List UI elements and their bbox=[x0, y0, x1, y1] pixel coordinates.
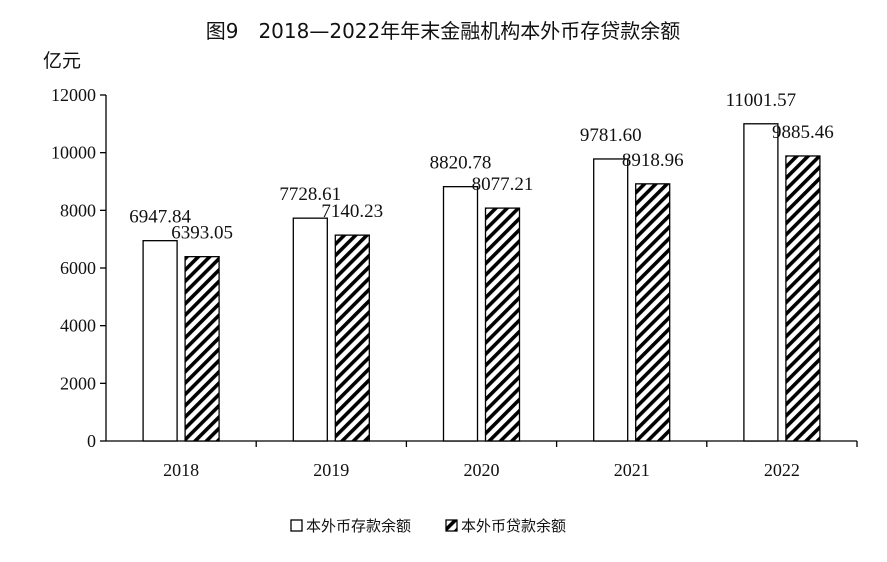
bar-loan-2020 bbox=[484, 207, 521, 442]
x-tick-label: 2021 bbox=[614, 460, 650, 480]
bar-deposit-2019 bbox=[292, 217, 328, 442]
chart-title: 图9 2018—2022年年末金融机构本外币存贷款余额 bbox=[206, 19, 681, 43]
bar-loan-2021 bbox=[635, 183, 671, 442]
x-tick-label: 2018 bbox=[163, 460, 199, 480]
y-tick-label: 0 bbox=[87, 431, 96, 451]
y-tick-label: 8000 bbox=[60, 200, 96, 220]
y-tick-label: 12000 bbox=[51, 85, 96, 105]
data-label: 9885.46 bbox=[772, 122, 834, 143]
y-tick-label: 6000 bbox=[60, 258, 96, 278]
data-label: 11001.57 bbox=[726, 90, 797, 111]
bars bbox=[142, 123, 821, 442]
legend-swatch-deposit bbox=[290, 519, 303, 532]
bar-loan-2019 bbox=[334, 234, 370, 442]
data-label: 8820.78 bbox=[430, 153, 492, 174]
y-tick-label: 4000 bbox=[60, 316, 96, 336]
data-label: 6393.05 bbox=[171, 223, 233, 244]
data-labels: 6947.84 7728.61 8820.78 9781.60 11001.57 6393… bbox=[129, 90, 834, 244]
data-label: 6947.84 bbox=[129, 207, 191, 228]
data-label: 7728.61 bbox=[279, 184, 341, 205]
x-tick-label: 2019 bbox=[313, 460, 349, 480]
legend-label-loan: 本外币贷款余额 bbox=[461, 517, 566, 535]
bar-deposit-2021 bbox=[593, 158, 629, 442]
bar-deposit-2022 bbox=[743, 123, 779, 442]
x-tick-label: 2022 bbox=[764, 460, 800, 480]
legend-swatch-loan bbox=[445, 519, 458, 532]
y-tick-label: 10000 bbox=[51, 143, 96, 163]
legend-label-deposit: 本外币存款余额 bbox=[306, 517, 411, 535]
bar-loan-2018 bbox=[184, 256, 220, 442]
x-tick-label: 2020 bbox=[464, 460, 500, 480]
bar-deposit-2020 bbox=[442, 186, 479, 442]
data-label: 8077.21 bbox=[472, 174, 534, 195]
bar-deposit-2018 bbox=[142, 240, 178, 442]
data-label: 7140.23 bbox=[321, 201, 383, 222]
data-label: 8918.96 bbox=[622, 150, 684, 171]
legend: 本外币存款余额 本外币贷款余额 bbox=[290, 517, 566, 535]
y-axis-unit-label: 亿元 bbox=[43, 50, 81, 72]
data-label: 9781.60 bbox=[580, 125, 642, 146]
bar-loan-2022 bbox=[785, 155, 821, 442]
x-axis: 2018 2019 2020 2021 2022 bbox=[106, 440, 858, 480]
y-axis: 0 2000 4000 6000 8000 10000 12000 bbox=[51, 85, 107, 451]
y-tick-label: 2000 bbox=[60, 373, 96, 393]
